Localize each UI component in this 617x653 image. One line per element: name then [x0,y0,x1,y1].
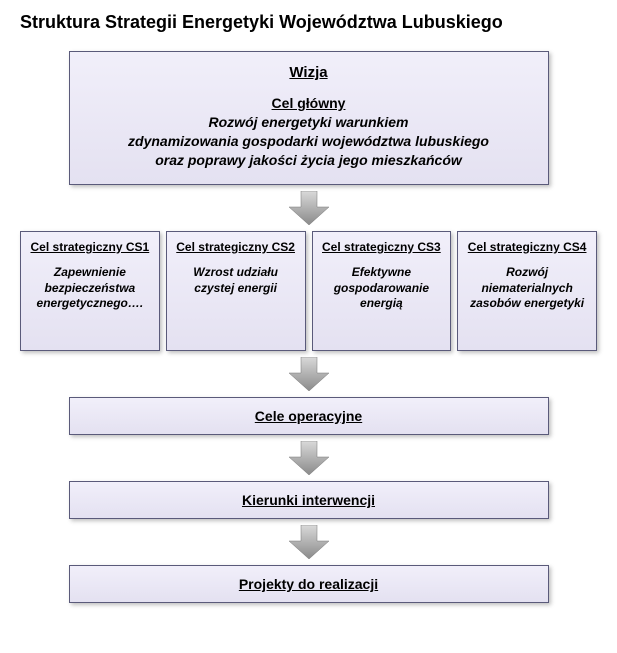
cs3-box: Cel strategiczny CS3 Efektywne gospodaro… [312,231,452,351]
vision-subheading: Cel główny [88,95,530,111]
projects-box: Projekty do realizacji [69,565,549,603]
cs4-box: Cel strategiczny CS4 Rozwój niematerialn… [457,231,597,351]
vision-line1: Rozwój energetyki warunkiem [209,114,409,130]
cs1-head: Cel strategiczny CS1 [27,240,153,256]
arrow-down-icon [289,191,329,225]
cs2-box: Cel strategiczny CS2 Wzrost udziału czys… [166,231,306,351]
cs1-body: Zapewnienie bezpieczeństwa energetyczneg… [27,265,153,312]
operational-goals-box: Cele operacyjne [69,397,549,435]
arrow-down-icon [289,357,329,391]
arrow-down-icon [289,441,329,475]
vision-heading: Wizja [88,64,530,81]
page-title: Struktura Strategii Energetyki Województ… [20,12,605,33]
vision-line3: oraz poprawy jakości życia jego mieszkań… [155,152,462,168]
cs2-head: Cel strategiczny CS2 [173,240,299,256]
vision-body: Rozwój energetyki warunkiem zdynamizowan… [88,113,530,170]
cs4-head: Cel strategiczny CS4 [464,240,590,256]
cs3-body: Efektywne gospodarowanie energią [319,265,445,312]
cs3-head: Cel strategiczny CS3 [319,240,445,256]
cs4-body: Rozwój niematerialnych zasobów energetyk… [464,265,590,312]
vision-line2: zdynamizowania gospodarki województwa lu… [128,133,489,149]
cs2-body: Wzrost udziału czystej energii [173,265,299,296]
arrow-down-icon [289,525,329,559]
intervention-directions-box: Kierunki interwencji [69,481,549,519]
vision-box: Wizja Cel główny Rozwój energetyki warun… [69,51,549,185]
strategic-goals-row: Cel strategiczny CS1 Zapewnienie bezpiec… [20,231,597,351]
cs1-box: Cel strategiczny CS1 Zapewnienie bezpiec… [20,231,160,351]
